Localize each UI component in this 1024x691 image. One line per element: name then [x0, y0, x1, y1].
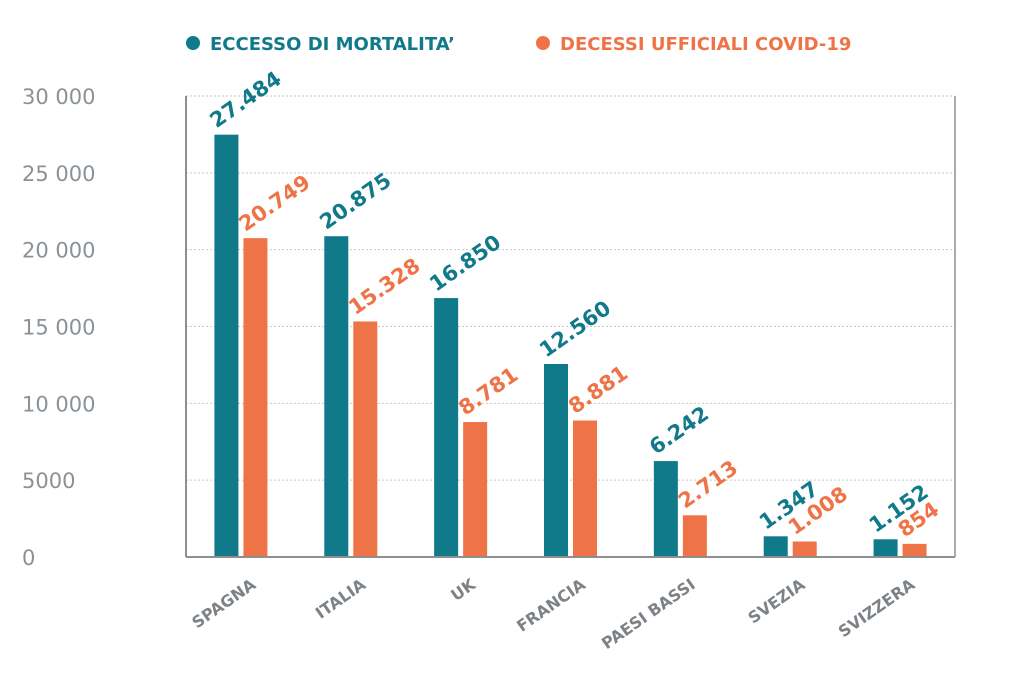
bars: [214, 134, 927, 558]
category-label: FRANCIA: [513, 574, 589, 635]
y-tick-label: 0: [22, 546, 35, 570]
category-label: SPAGNA: [188, 574, 259, 632]
data-label: 15.328: [344, 253, 424, 319]
legend-label: ECCESSO DI MORTALITA’: [210, 34, 455, 55]
bar-excess-mortality: [434, 298, 459, 557]
category-label: PAESI BASSI: [598, 575, 699, 653]
data-label: 20.749: [235, 170, 315, 236]
bar-excess-mortality: [873, 539, 898, 557]
bar-excess-mortality: [653, 461, 678, 557]
bar-excess-mortality: [324, 236, 349, 558]
y-tick-label: 20 000: [22, 239, 95, 263]
y-axis-ticks: 0 5000 10 000 15 000 20 000 25 000 30 000: [22, 85, 95, 570]
bar-official-deaths: [353, 321, 378, 557]
data-label: 12.560: [535, 296, 615, 362]
data-label: 8.781: [454, 362, 522, 420]
category-label: SVIZZERA: [835, 574, 919, 641]
data-label: 6.242: [645, 401, 713, 459]
category-label: ITALIA: [312, 574, 370, 622]
data-label: 20.875: [315, 168, 395, 234]
data-label: 27.484: [206, 67, 286, 133]
data-label: 8.881: [564, 361, 632, 419]
y-tick-label: 10 000: [22, 392, 95, 416]
category-label: SVEZIA: [745, 574, 809, 627]
gridlines: [186, 95, 955, 481]
category-label: UK: [447, 574, 479, 604]
bar-official-deaths: [573, 420, 597, 557]
legend-marker: [186, 36, 200, 50]
axes: [185, 96, 956, 558]
bar-official-deaths: [902, 543, 927, 557]
bar-excess-mortality: [214, 134, 239, 557]
bar-official-deaths: [463, 422, 488, 557]
bar-official-deaths: [792, 541, 817, 557]
y-tick-label: 30 000: [22, 85, 95, 109]
legend-marker: [536, 36, 550, 50]
bar-excess-mortality: [763, 536, 788, 557]
legend-label: DECESSI UFFICIALI COVID-19: [560, 34, 851, 55]
data-label: 2.713: [674, 456, 742, 514]
y-tick-label: 15 000: [22, 316, 95, 340]
data-label: 16.850: [425, 230, 505, 296]
bar-excess-mortality: [544, 363, 568, 557]
y-tick-label: 5000: [22, 469, 75, 493]
y-tick-label: 25 000: [22, 162, 95, 186]
legend: ECCESSO DI MORTALITA’ DECESSI UFFICIALI C…: [186, 34, 851, 55]
category-labels: SPAGNA ITALIA UK FRANCIA PAESI BASSI SVEZIA SV…: [188, 574, 918, 653]
bar-official-deaths: [682, 515, 707, 557]
bar-official-deaths: [243, 238, 268, 557]
